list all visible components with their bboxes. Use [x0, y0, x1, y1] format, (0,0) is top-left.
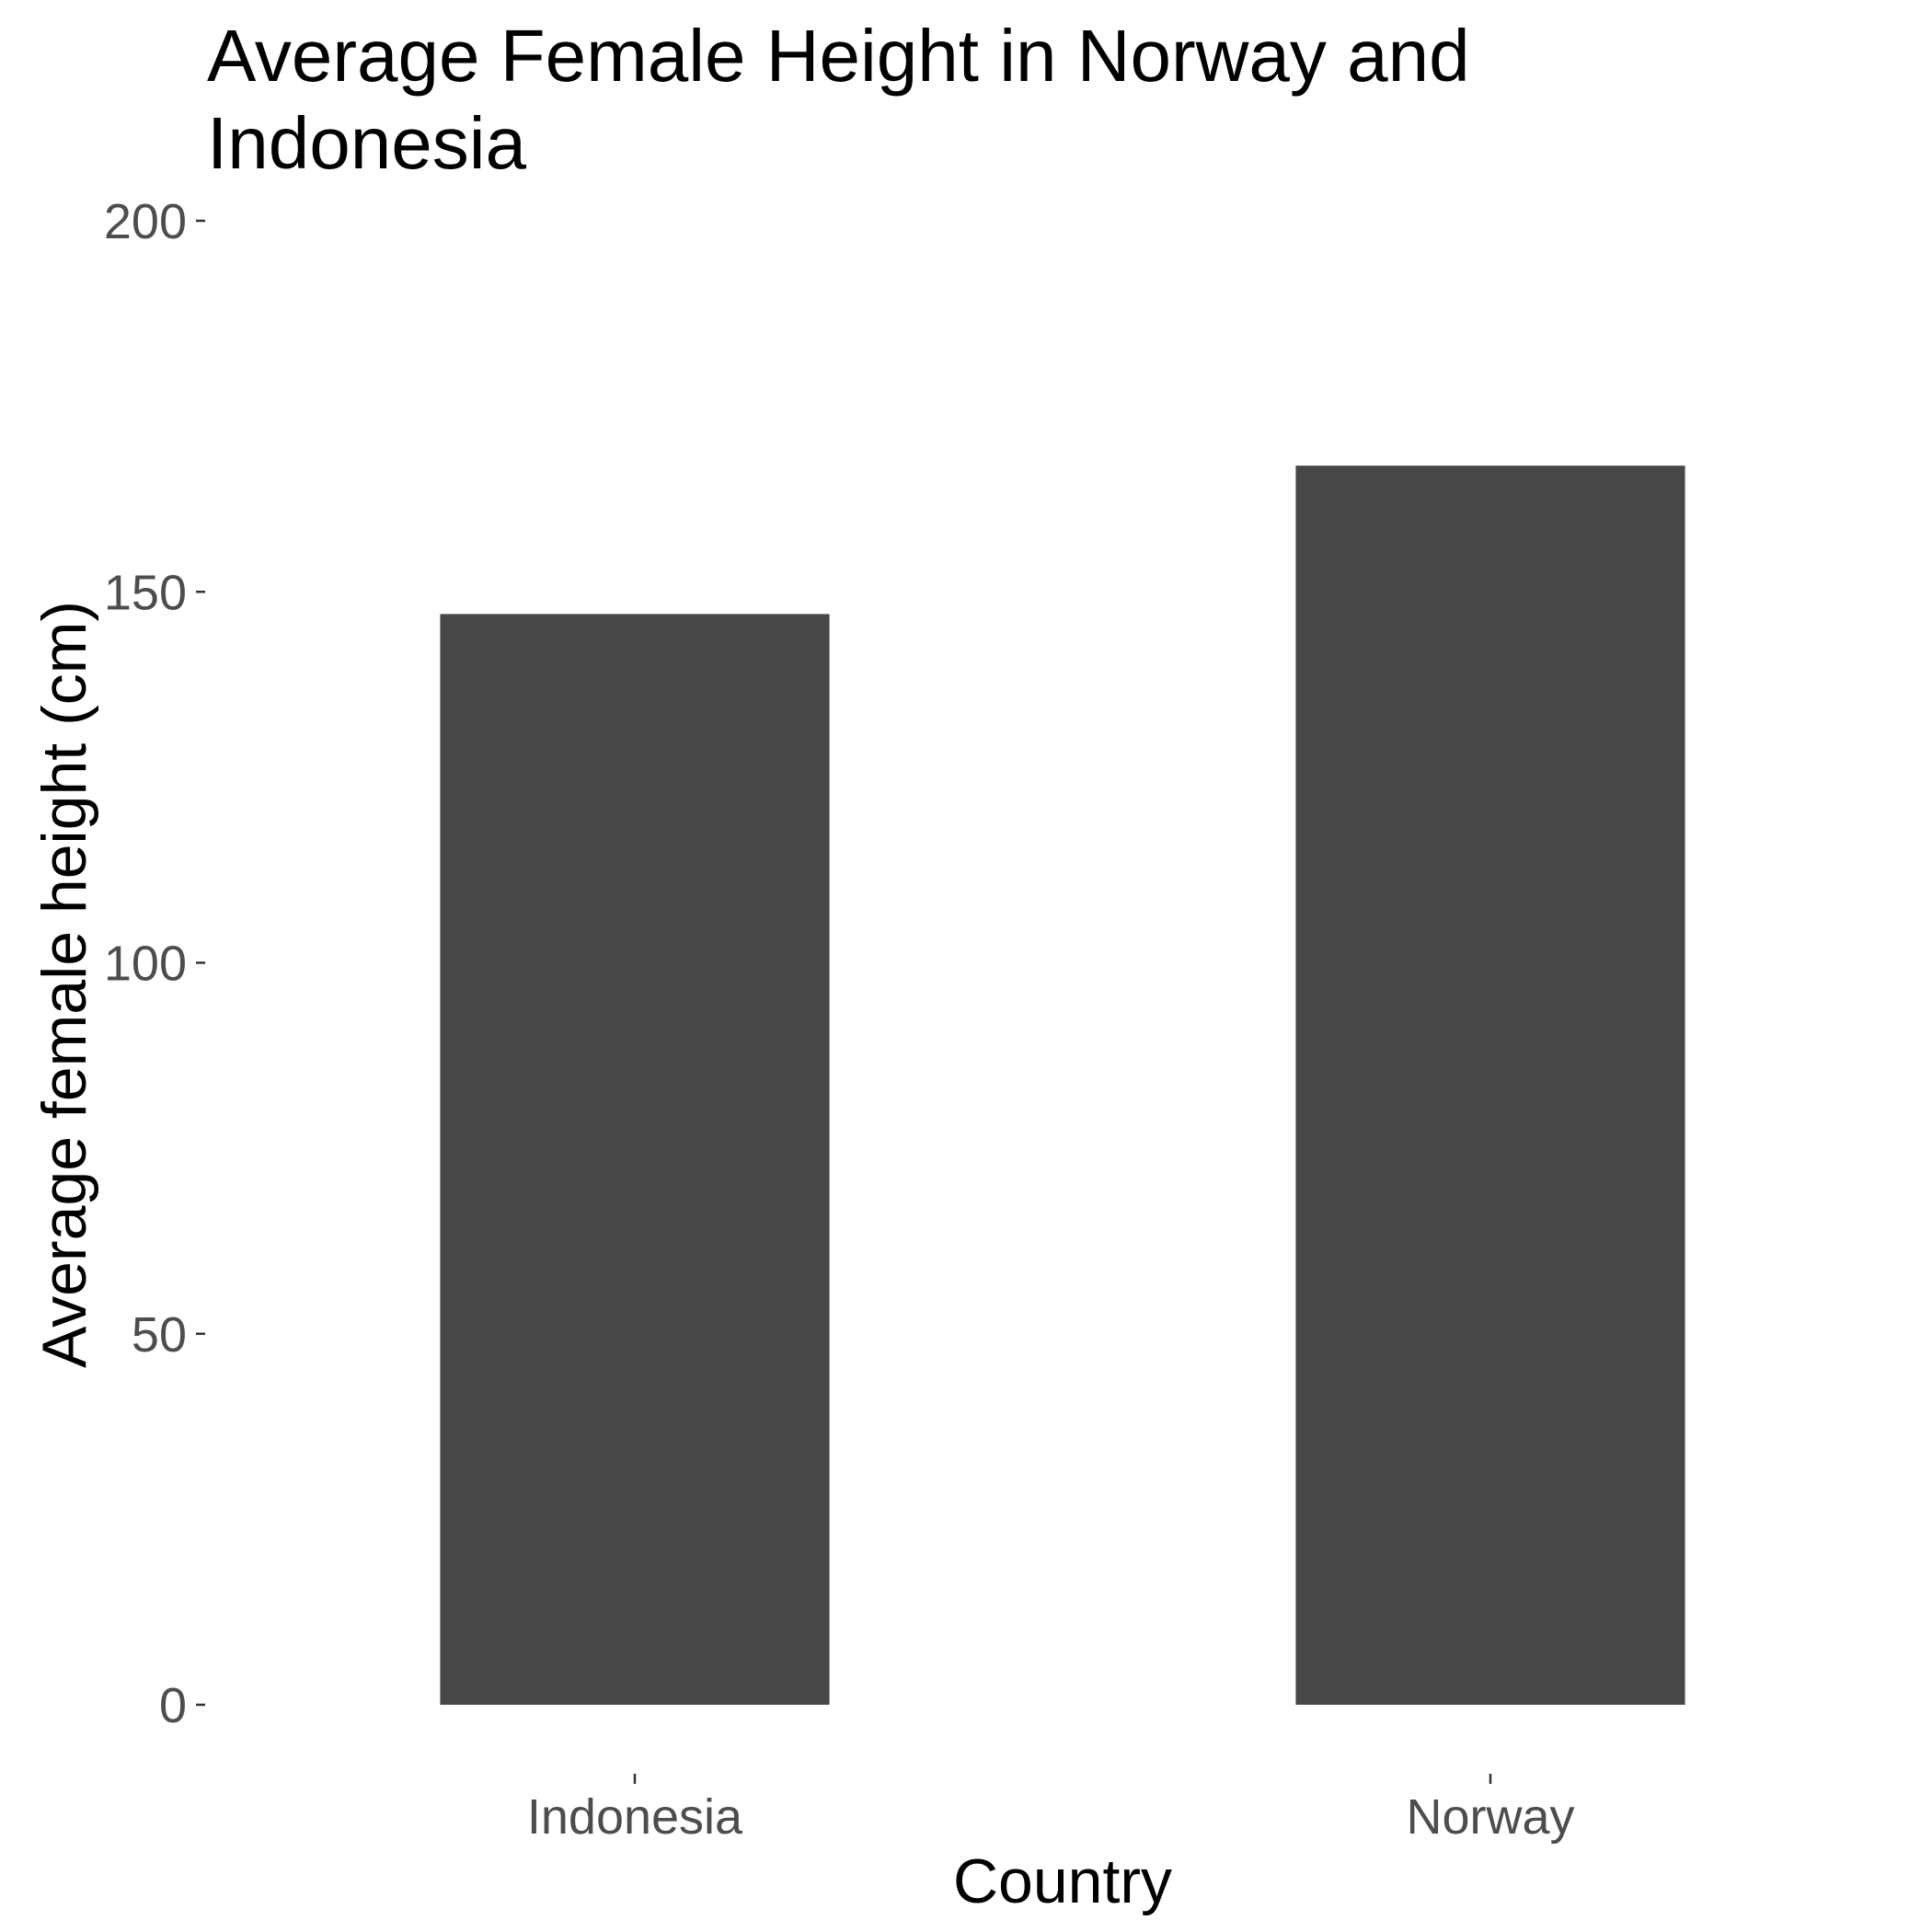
y-tick-label: 50: [132, 1307, 187, 1363]
bar-indonesia: [440, 614, 830, 1705]
x-tick-label: Indonesia: [527, 1789, 743, 1845]
x-axis-title: Country: [953, 1846, 1172, 1916]
bar-norway: [1295, 466, 1685, 1705]
y-tick-label: 0: [159, 1678, 187, 1733]
chart-title-line-2: Indonesia: [207, 102, 526, 184]
y-tick-label: 200: [104, 194, 187, 249]
y-tick-label: 100: [104, 937, 187, 992]
x-tick-label: Norway: [1406, 1789, 1574, 1845]
chart-title: Average Female Height in Norway and Indo…: [207, 15, 1470, 184]
plot-area: 0 50 100 150 200 Indonesia Norway: [104, 194, 1685, 1845]
chart-title-line-1: Average Female Height in Norway and: [207, 15, 1470, 97]
y-tick-label: 150: [104, 565, 187, 620]
y-axis-title: Average female height (cm): [29, 601, 99, 1368]
